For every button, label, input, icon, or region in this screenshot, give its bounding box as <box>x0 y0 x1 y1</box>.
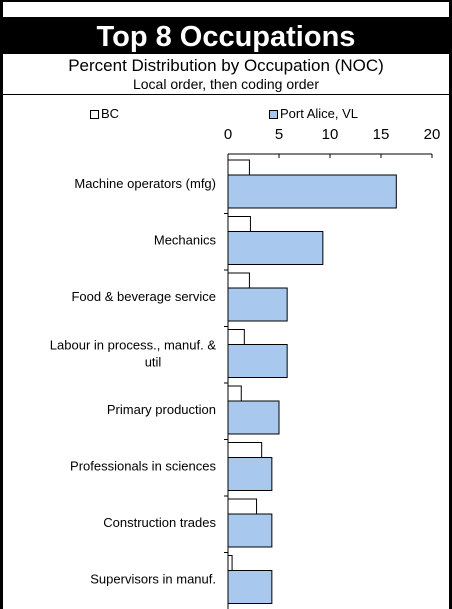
legend-label-bc: BC <box>101 106 120 121</box>
legend-swatch-local <box>269 109 278 119</box>
bar-local <box>227 231 324 265</box>
x-tick-label: 5 <box>275 126 283 143</box>
category-label: Labour in process., manuf. & util <box>50 338 217 370</box>
x-tick-label: 0 <box>224 126 232 143</box>
legend-item-bc: BC <box>90 107 119 121</box>
category-label: Professionals in sciences <box>70 459 216 474</box>
bar-bc <box>227 159 250 176</box>
bar-bc <box>227 216 251 232</box>
header-divider <box>3 94 449 95</box>
x-tick-label: 20 <box>424 126 441 143</box>
category-label: Supervisors in manuf. <box>90 572 216 587</box>
bar-local <box>227 570 273 604</box>
bar-bc <box>227 498 258 515</box>
chart-subtitle-order: Local order, then coding order <box>132 76 319 92</box>
legend-label-local: Port Alice, VL <box>280 106 359 121</box>
category-label: Construction trades <box>103 515 216 530</box>
top-strip <box>0 0 452 20</box>
bar-local <box>227 174 397 209</box>
category-label: Mechanics <box>154 233 217 248</box>
bar-bc <box>227 272 250 289</box>
bar-local <box>227 400 280 435</box>
chart-subtitle: Percent Distribution by Occupation (NOC) <box>68 56 384 75</box>
x-tick-label: 10 <box>322 126 339 143</box>
x-tick-label: 15 <box>373 126 390 143</box>
bar-bc <box>227 555 233 571</box>
category-label: Food & beverage service <box>71 289 216 304</box>
bar-local <box>227 344 288 378</box>
chart-title: Top 8 Occupations <box>0 20 452 54</box>
bar-bc <box>227 442 263 458</box>
bar-bc <box>227 385 242 402</box>
legend-item-local: Port Alice, VL <box>269 107 358 121</box>
bar-bc <box>227 329 245 345</box>
legend-swatch-bc <box>90 109 99 119</box>
bar-local <box>227 513 273 548</box>
bar-local <box>227 287 288 322</box>
category-label: Machine operators (mfg) <box>74 176 216 191</box>
bar-local <box>227 457 273 491</box>
category-label: Primary production <box>107 402 216 417</box>
